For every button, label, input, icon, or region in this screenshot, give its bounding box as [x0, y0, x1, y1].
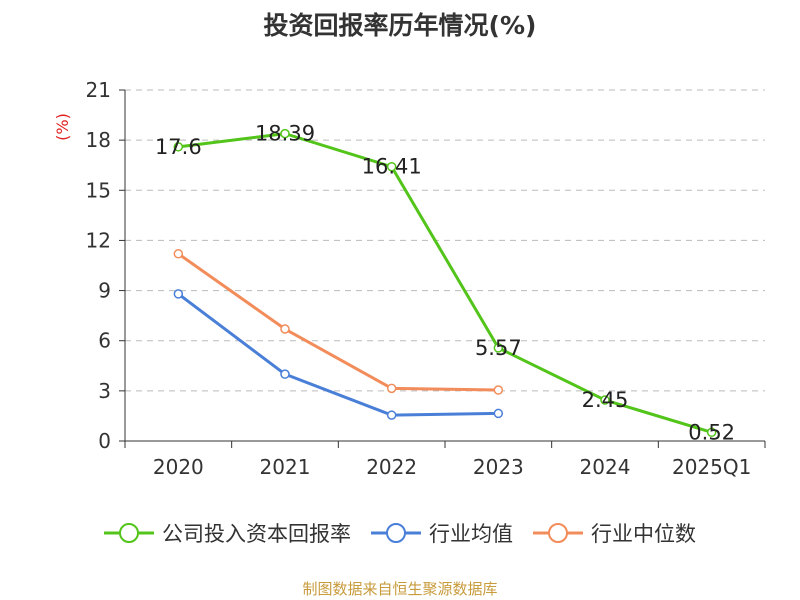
- legend-symbol-icon: [533, 523, 583, 543]
- y-tick-label: 18: [86, 128, 111, 152]
- legend-label: 行业中位数: [591, 522, 696, 546]
- data-point: [173, 249, 184, 259]
- y-axis-label: (%): [53, 113, 72, 141]
- data-label: 2.45: [582, 388, 629, 412]
- x-tick-label: 2024: [580, 455, 631, 479]
- series-line-1: [177, 292, 499, 417]
- legend-symbol-icon: [104, 523, 154, 543]
- x-tick-label: 2022: [366, 455, 417, 479]
- y-tick-label: 15: [86, 178, 111, 202]
- source-note: 制图数据来自恒生聚源数据库: [302, 580, 498, 598]
- x-tick-label: 2025Q1: [672, 455, 751, 479]
- x-tick-label: 2021: [260, 455, 311, 479]
- data-point: [493, 343, 504, 353]
- chart-title: 投资回报率历年情况(%): [263, 11, 537, 40]
- x-tick-label: 2020: [153, 455, 204, 479]
- y-tick-label: 6: [98, 329, 111, 353]
- y-tick-label: 0: [98, 429, 111, 453]
- data-point: [386, 410, 397, 420]
- legend-label: 公司投入资本回报率: [162, 522, 351, 546]
- legend-item[interactable]: 行业均值: [371, 518, 513, 548]
- legend-label: 行业均值: [429, 522, 513, 546]
- data-label: 18.39: [255, 122, 315, 146]
- axes: 0 3 6 9 12 15 18 21 (%) 2020 2021 2022 2023 2024 2025Q…: [53, 78, 766, 479]
- data-point: [386, 383, 397, 394]
- y-tick-label: 12: [86, 228, 111, 252]
- data-label: 16.41: [362, 155, 422, 179]
- grid-lines: [125, 89, 765, 392]
- data-label: 5.57: [475, 336, 522, 360]
- data-point: [600, 395, 610, 405]
- data-point: [280, 324, 290, 334]
- series-line-0: [178, 132, 713, 434]
- y-tick-label: 9: [98, 279, 111, 303]
- x-tick-label: 2023: [473, 455, 524, 479]
- legend: 公司投入资本回报率 行业均值 行业中位数: [0, 518, 800, 548]
- legend-symbol-icon: [371, 523, 421, 543]
- series: [173, 128, 717, 438]
- data-point: [280, 369, 290, 379]
- data-point: [280, 128, 290, 139]
- data-point: [493, 385, 504, 395]
- data-point: [493, 408, 504, 419]
- data-point: [706, 427, 717, 438]
- data-point: [386, 161, 397, 172]
- data-point: [173, 142, 184, 152]
- data-point: [173, 289, 184, 299]
- data-label: 17.6: [155, 135, 202, 159]
- data-labels: 17.6 18.39 16.41 5.57 2.45 0.52: [155, 122, 735, 445]
- y-tick-label: 21: [86, 78, 111, 102]
- legend-item[interactable]: 公司投入资本回报率: [104, 518, 351, 548]
- y-tick-label: 3: [98, 379, 111, 403]
- legend-item[interactable]: 行业中位数: [533, 518, 696, 548]
- data-label: 0.52: [688, 420, 735, 444]
- series-line-2: [177, 252, 499, 392]
